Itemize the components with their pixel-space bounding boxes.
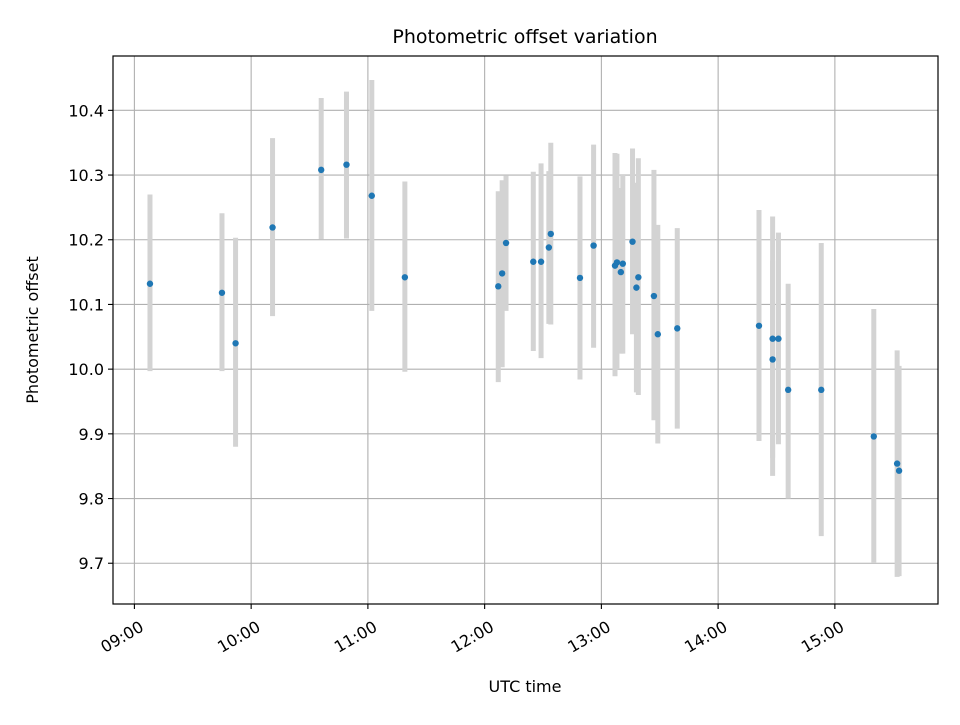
x-tick-label: 10:00 [214,617,263,657]
data-point [547,230,554,238]
data-point [769,335,776,342]
data-points [146,161,903,474]
data-point [502,239,510,247]
data-point [654,331,662,338]
data-point [775,335,782,342]
x-tick-label: 09:00 [97,617,146,657]
data-point [232,340,239,347]
y-tick-label: 10.0 [68,360,104,379]
y-tick-label: 9.9 [79,425,104,444]
y-tick-label: 10.3 [68,166,104,185]
x-tick-label: 14:00 [681,617,730,657]
y-tick-label: 9.8 [79,490,104,509]
data-point [635,274,642,281]
x-tick-label: 12:00 [448,617,497,657]
data-point [343,161,350,168]
data-point [755,322,763,329]
plot-frame [112,55,939,605]
y-axis-label: Photometric offset [23,256,42,404]
data-point [769,356,776,363]
error-bars [147,79,902,577]
y-axis-ticks: 9.7 9.8 9.9 10.0 10.1 10.2 10.3 10.4 [68,101,113,573]
data-point [269,224,276,231]
grid [113,56,938,604]
data-point [317,166,325,174]
data-point [613,259,621,266]
data-point [545,244,553,251]
y-tick-label: 10.2 [68,231,104,250]
data-point [401,274,409,281]
x-tick-label: 15:00 [798,617,847,657]
data-point [893,460,901,467]
data-point [368,192,375,199]
data-point [498,270,506,277]
x-axis-ticks: 09:00 10:00 11:00 12:00 13:00 14:00 15:00 [97,604,847,657]
data-point [784,386,792,394]
y-tick-label: 9.7 [79,554,104,573]
data-point [870,433,877,440]
data-point [895,467,903,474]
data-point [629,238,636,245]
data-point [537,258,545,265]
data-point [674,325,681,332]
x-tick-label: 13:00 [564,617,613,657]
data-point [650,292,658,300]
y-tick-label: 10.4 [68,101,104,120]
data-point [218,289,226,296]
x-axis-label: UTC time [489,677,562,696]
data-point [146,280,154,287]
data-point [619,260,626,267]
data-point [818,386,825,394]
data-point [617,268,625,276]
data-point [590,242,597,249]
x-tick-label: 11:00 [331,617,380,657]
data-point [633,284,640,291]
data-point [530,258,537,265]
data-point [495,283,502,290]
chart-title: Photometric offset variation [392,26,657,48]
data-point [576,274,584,282]
y-tick-label: 10.1 [68,295,104,314]
